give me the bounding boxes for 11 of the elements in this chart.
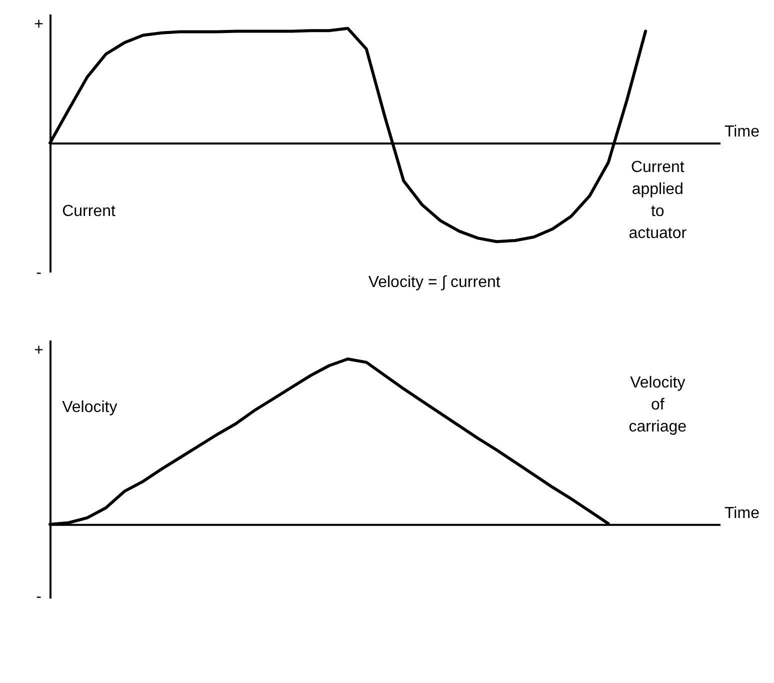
annotation: Velocity	[62, 399, 118, 416]
x-axis-title: Time	[724, 124, 760, 140]
annotation: Velocity of carriage	[628, 374, 687, 436]
annotation: Current applied to actuator	[628, 159, 688, 242]
text: Velocity = ∫ current	[368, 274, 501, 291]
text: +	[34, 16, 44, 33]
annotation: Current	[62, 203, 116, 220]
text: -	[36, 264, 42, 282]
text: +	[34, 342, 44, 359]
x-axis-title: Time	[724, 504, 760, 522]
text: -	[36, 588, 42, 606]
